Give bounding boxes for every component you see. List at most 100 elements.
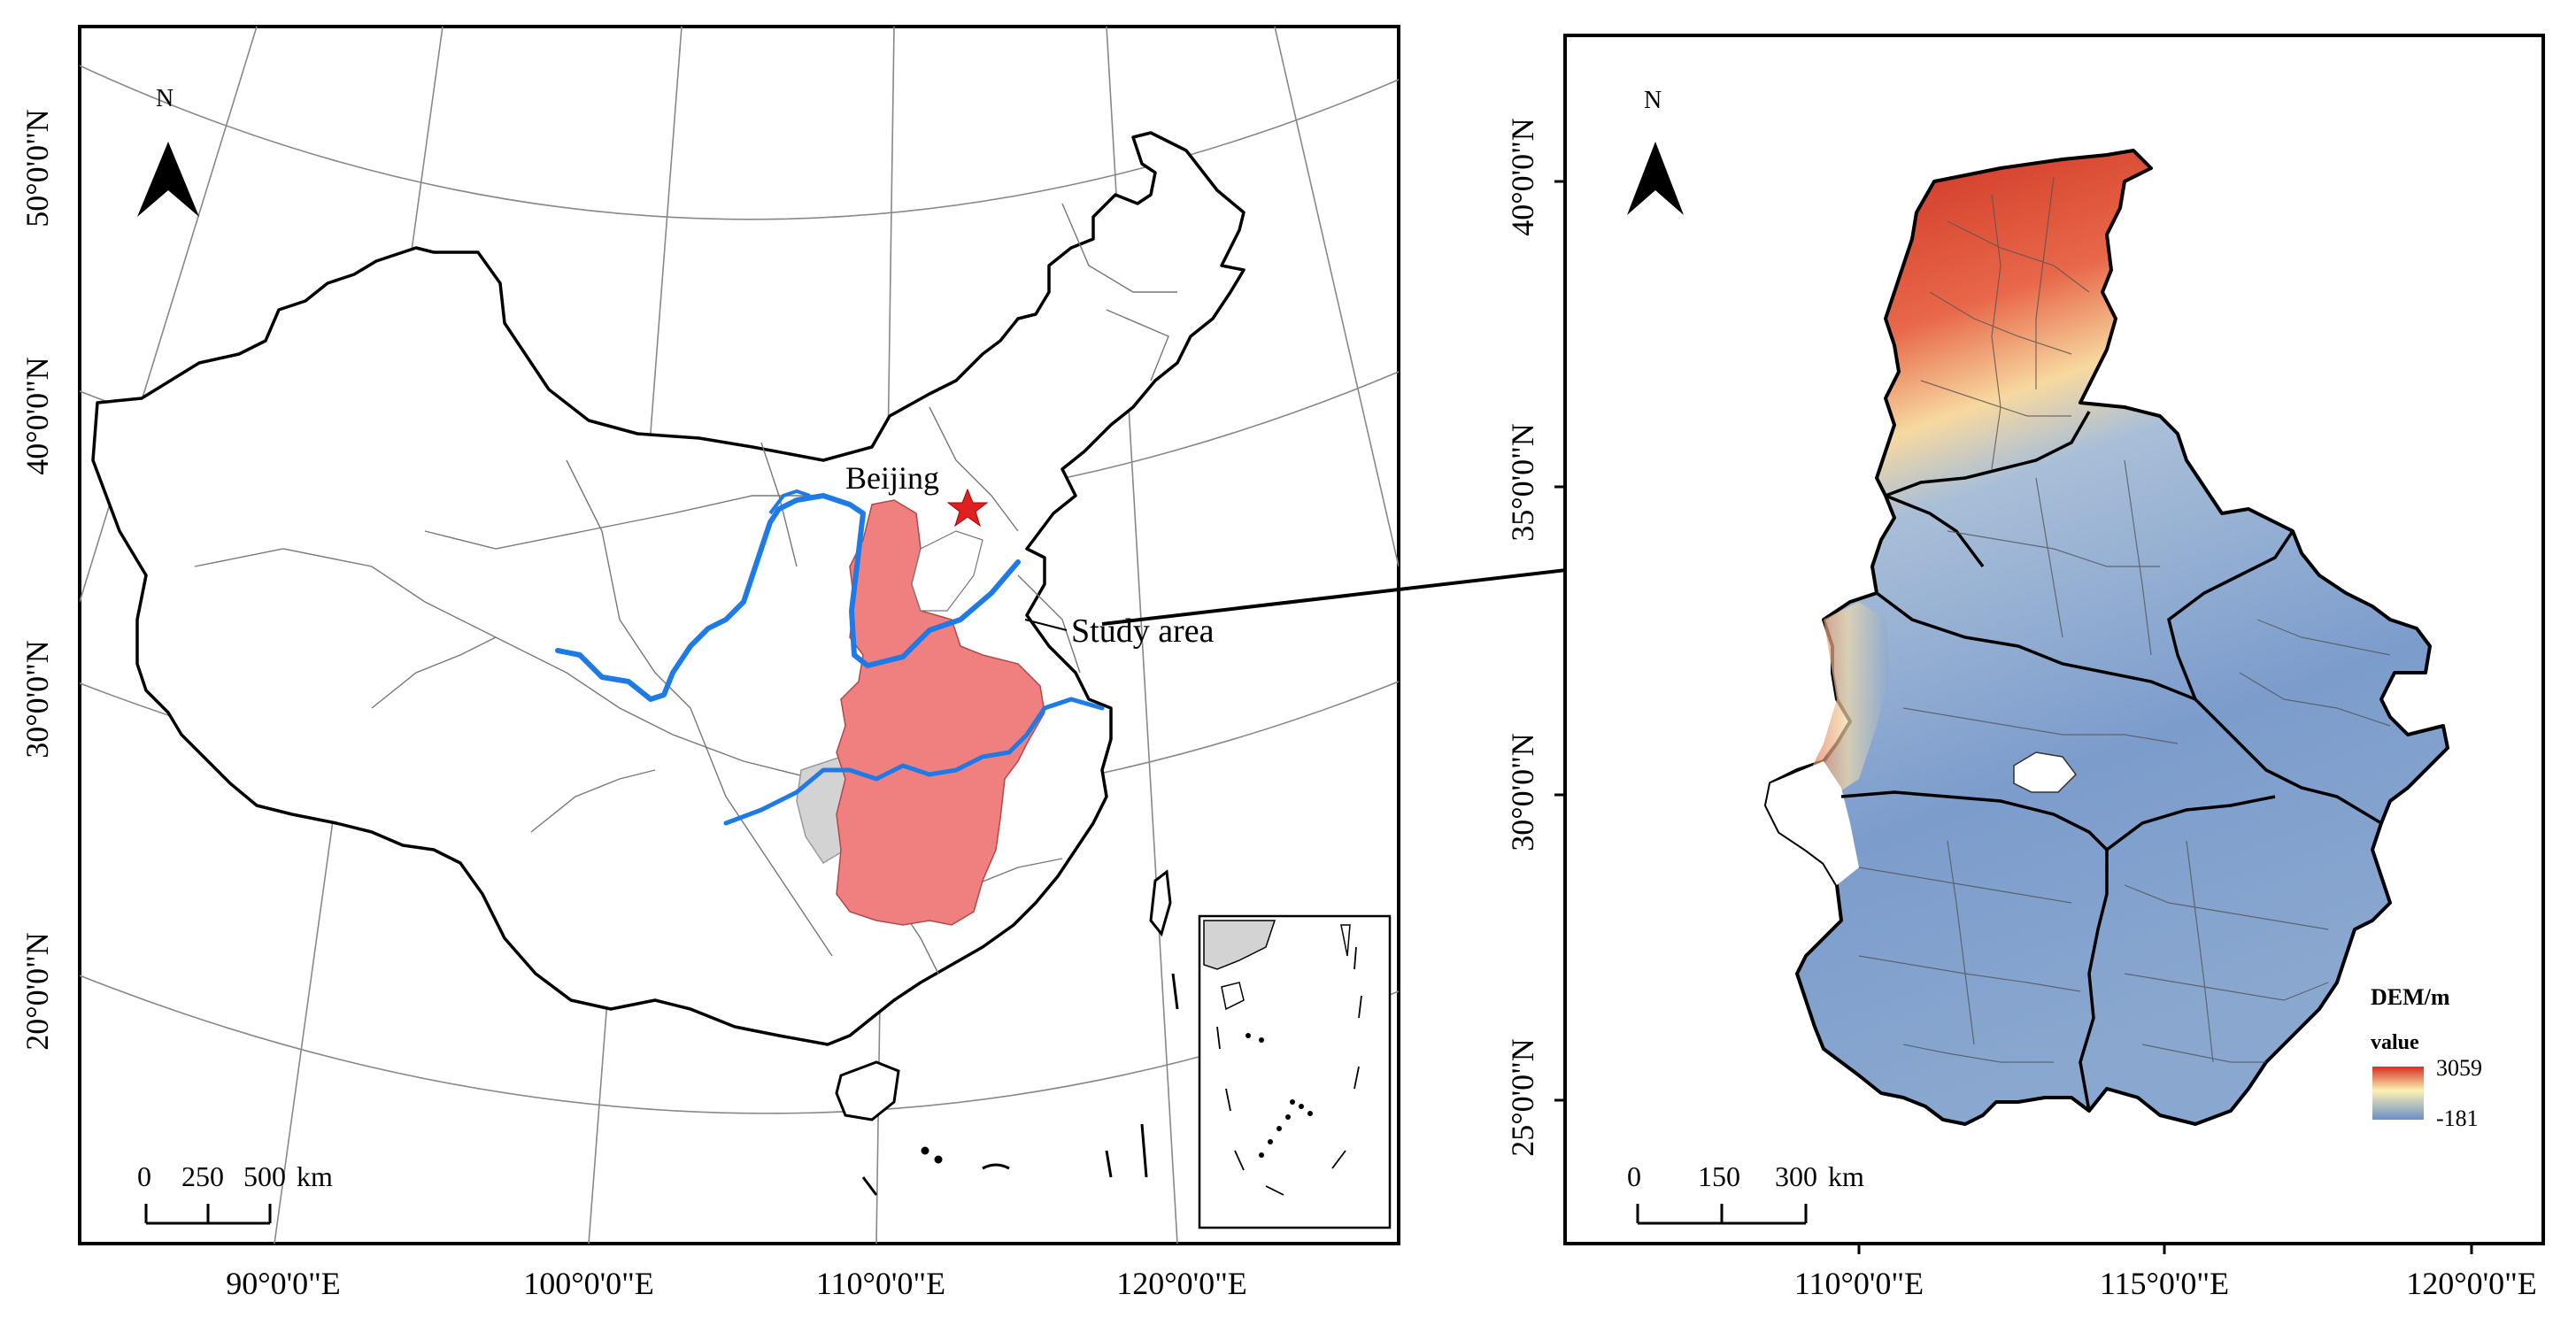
right-map-panel: N DEM/m value 3059 -181 0 150 300 km (1505, 34, 2545, 1301)
county-line (2256, 619, 2391, 656)
province-line (1106, 309, 1169, 381)
lat-label: 40°0'0"N (19, 357, 55, 475)
county-line (1902, 707, 2179, 744)
lat-label: 20°0'0"N (19, 932, 55, 1051)
scale-tick-label: 500 (243, 1160, 286, 1192)
legend-color-ramp (2372, 1067, 2424, 1120)
province-line (371, 636, 497, 709)
county-line (1929, 291, 2072, 355)
lon-label: 90°0'0"E (226, 1266, 341, 1301)
scale-tick-label: 0 (1627, 1160, 1641, 1192)
north-arrow-left-half (137, 142, 168, 217)
lon-label: 120°0'0"E (2406, 1266, 2537, 1301)
scale-unit-label: km (1828, 1160, 1864, 1192)
north-arrow-right-half (1655, 142, 1684, 215)
county-line (2141, 1044, 2266, 1063)
legend-title: DEM/m (2371, 984, 2450, 1010)
county-line (2124, 973, 2329, 1001)
island-dot (934, 1155, 943, 1164)
dem-province-line (2167, 530, 2294, 700)
inset-dashes (1216, 946, 1362, 1196)
province-line (760, 442, 798, 567)
hainan-island (835, 1060, 900, 1121)
lat-label: 25°0'0"N (1505, 1038, 1540, 1157)
dem-west-gap (1766, 761, 1859, 885)
island-dot (1268, 1139, 1273, 1144)
island-dot (1259, 1152, 1264, 1158)
county-line (2035, 477, 2063, 638)
inset-islands (1246, 1033, 1313, 1158)
inset-hainan (1221, 982, 1245, 1011)
inset-dash (1354, 946, 1357, 970)
lat-label: 30°0'0"N (1505, 733, 1540, 851)
province-line (424, 495, 823, 550)
lon-label: 115°0'0"E (2100, 1266, 2229, 1301)
inset-dash (1358, 995, 1362, 1019)
dem-west-highland (1806, 602, 1890, 797)
island-dot (1276, 1126, 1282, 1131)
inset-mainland (1203, 920, 1276, 970)
county-line (2035, 176, 2055, 389)
south-sea-islands (861, 973, 1179, 1196)
county-line (1947, 220, 2090, 293)
inset-dash (1216, 1026, 1221, 1050)
north-arrow-left-half (1627, 142, 1655, 215)
county-line (2124, 459, 2152, 656)
island-dot (1285, 1114, 1291, 1120)
lon-label: 110°0'0"E (1794, 1266, 1924, 1301)
island-dot (1299, 1104, 1304, 1109)
scale-tick-label: 0 (137, 1160, 151, 1192)
island-arc (982, 1163, 1010, 1170)
island-line (1171, 973, 1179, 1010)
parallel-50 (80, 65, 1399, 220)
island-dot (1246, 1033, 1251, 1038)
right-axis-ticks (1554, 180, 2473, 1254)
island-line (1140, 1123, 1148, 1178)
inset-dash (1265, 1185, 1284, 1196)
scale-unit-label: km (297, 1160, 333, 1192)
county-line (2124, 884, 2329, 930)
river-south (723, 697, 1105, 826)
province-line (1017, 574, 1081, 674)
legend-min-value: -181 (2436, 1106, 2479, 1131)
beijing-label: Beijing (845, 460, 939, 496)
north-arrow-right-half (168, 142, 199, 217)
county-line (2239, 672, 2391, 727)
county-line (1902, 1044, 2054, 1063)
scale-tick-label: 150 (1698, 1160, 1740, 1192)
north-arrow-icon (137, 142, 199, 217)
dem-legend: DEM/m value 3059 -181 (2371, 984, 2482, 1131)
legend-subtitle: value (2371, 1031, 2419, 1054)
province-line (929, 406, 1019, 532)
lat-label: 50°0'0"N (19, 109, 55, 227)
island-line (861, 1176, 878, 1196)
dem-province-line (2105, 795, 2276, 851)
island-dot (1307, 1111, 1313, 1116)
lat-label: 30°0'0"N (19, 640, 55, 759)
scale-tick-label: 250 (181, 1160, 224, 1192)
dem-province-line (1875, 591, 2196, 701)
right-north-arrow-icon (1627, 142, 1684, 215)
beijing-star-icon (946, 488, 989, 528)
yellow-river (555, 493, 1021, 702)
county-line (1947, 840, 1975, 1045)
island-line (1105, 1150, 1113, 1178)
right-scale-bar: 0 150 300 km (1627, 1160, 1864, 1225)
province-line (973, 858, 1063, 886)
island-dot (1290, 1099, 1295, 1105)
legend-max-value: 3059 (2436, 1055, 2482, 1081)
scale-tick-label: 300 (1775, 1160, 1817, 1192)
taiwan-island (1149, 869, 1172, 937)
left-map-panel: Beijing Study area N 0 250 500 km (19, 25, 1400, 1301)
province-line (530, 769, 656, 833)
inset-dash (1354, 1066, 1360, 1090)
county-line (1991, 194, 2001, 470)
dem-province-line (1885, 494, 1985, 568)
island-dot (1259, 1037, 1264, 1043)
meridian-130 (1274, 27, 1399, 567)
south-china-sea-inset (1198, 914, 1392, 1229)
dem-province-boundaries (1840, 411, 2382, 1112)
lon-label: 120°0'0"E (1116, 1266, 1247, 1301)
right-north-label: N (1644, 87, 1662, 114)
